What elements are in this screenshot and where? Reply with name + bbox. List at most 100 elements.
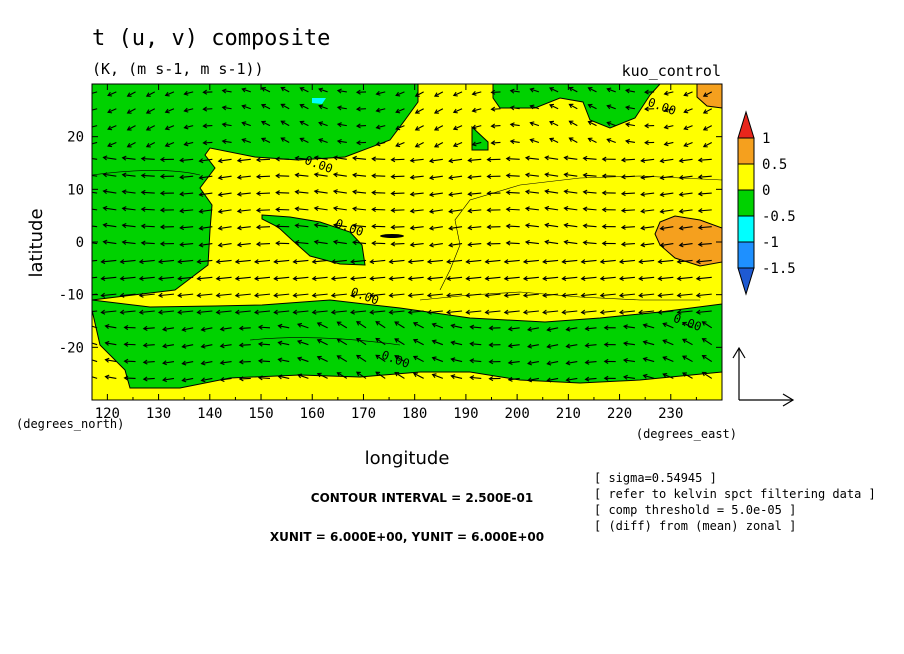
wind-arrow-head	[471, 90, 477, 96]
wind-arrow-shaft	[510, 123, 520, 127]
wind-arrow-head	[450, 357, 456, 363]
wind-arrow-shaft	[391, 175, 405, 178]
wind-arrow-head	[140, 206, 146, 212]
wind-arrow-shaft	[583, 241, 597, 245]
wind-arrow-head	[126, 126, 132, 131]
wind-arrow-head	[394, 338, 400, 343]
wind-arrow-shaft	[314, 156, 328, 160]
wind-arrow-shaft	[278, 341, 290, 346]
wind-arrow-head	[200, 326, 206, 332]
wind-arrow-shaft	[317, 322, 328, 329]
wind-arrow-shaft	[318, 88, 328, 93]
wind-arrow-head	[138, 292, 144, 298]
wind-arrow-shaft	[466, 293, 482, 297]
wind-arrow-shaft	[351, 259, 367, 263]
wind-arrow-head	[157, 259, 163, 265]
wind-arrow-shaft	[242, 105, 251, 110]
wind-arrow-head	[352, 223, 357, 229]
wind-arrow-shaft	[356, 354, 367, 363]
wind-arrow-head	[121, 189, 127, 195]
wind-arrow-head	[236, 208, 242, 214]
wind-arrow-head	[234, 309, 240, 315]
wind-arrow-head	[486, 207, 492, 213]
wind-arrow-shaft	[333, 241, 347, 245]
wind-arrow-shaft	[239, 344, 251, 346]
wind-arrow-shaft	[508, 344, 520, 347]
wind-arrow-head	[162, 360, 167, 366]
wind-arrow-shaft	[218, 175, 232, 179]
wind-arrow-head	[452, 108, 458, 114]
wind-arrow-shaft	[660, 226, 674, 230]
wind-arrow-shaft	[432, 323, 444, 329]
wind-arrow-head	[255, 207, 261, 213]
wind-arrow-shaft	[120, 293, 136, 297]
wind-arrow-head	[701, 354, 707, 360]
wind-arrow-shaft	[698, 192, 712, 195]
wind-arrow-head	[107, 91, 113, 97]
wind-arrow-head	[177, 275, 183, 281]
wind-arrow-shaft	[281, 120, 290, 127]
wind-arrow-head	[255, 174, 261, 180]
legend-swatch-top	[737, 110, 755, 139]
wind-arrow-shaft	[684, 125, 693, 130]
wind-arrow-shaft	[623, 342, 636, 346]
wind-arrow-head	[544, 205, 550, 211]
wind-arrow-shaft	[660, 192, 674, 196]
wind-arrow-head	[663, 90, 669, 96]
wind-arrow-shaft	[295, 174, 309, 177]
wind-arrow-head	[584, 342, 590, 348]
wind-arrow-shaft	[92, 310, 98, 313]
wind-arrow-shaft	[663, 373, 674, 379]
wind-arrow-shaft	[376, 108, 386, 112]
wind-arrow-shaft	[466, 259, 482, 263]
wind-arrow-head	[568, 137, 574, 142]
wind-arrow-head	[503, 259, 509, 265]
wind-arrow-head	[471, 141, 477, 147]
wind-arrow-head	[371, 240, 377, 246]
wind-arrow-head	[275, 240, 280, 246]
wind-arrow-head	[280, 86, 286, 92]
wind-arrow-head	[394, 321, 400, 326]
y-units-label: (degrees_north)	[16, 417, 124, 431]
x-tick-label: 170	[351, 406, 376, 422]
wind-arrow-shaft	[143, 344, 155, 347]
wind-arrow-head	[695, 292, 701, 298]
wind-arrow-head	[625, 138, 630, 144]
wind-arrow-shaft	[261, 137, 271, 143]
wind-arrow-shaft	[122, 241, 136, 245]
y-tick-label: 0	[76, 235, 84, 251]
wind-arrow-head	[196, 309, 202, 315]
wind-arrow-head	[529, 87, 535, 93]
wind-arrow-head	[509, 122, 515, 128]
wind-arrow-head	[260, 137, 266, 143]
wind-arrow-shaft	[122, 157, 136, 160]
wind-arrow-head	[563, 189, 569, 195]
wind-arrow-shaft	[107, 125, 117, 130]
wind-arrow-head	[697, 191, 703, 197]
wind-arrow-shaft	[314, 173, 328, 177]
wind-arrow-head	[275, 190, 280, 196]
wind-arrow-head	[375, 90, 381, 96]
wind-arrow-shaft	[220, 377, 232, 381]
wind-arrow-head	[622, 324, 628, 330]
wind-arrow-shaft	[103, 156, 117, 160]
wind-arrow-shaft	[600, 276, 616, 280]
wind-arrow-head	[544, 172, 550, 178]
wind-arrow-head	[313, 189, 319, 195]
wind-arrow-shaft	[410, 209, 424, 212]
wind-arrow-head	[433, 142, 439, 148]
wind-arrow-shaft	[297, 357, 309, 363]
wind-arrow-shaft	[485, 310, 501, 314]
wind-arrow-shaft	[472, 91, 482, 95]
wind-arrow-shaft	[562, 259, 578, 263]
wind-arrow-head	[582, 189, 588, 195]
wind-arrow-head	[87, 357, 91, 361]
wind-arrow-shaft	[199, 209, 213, 213]
wind-arrow-head	[311, 309, 317, 315]
wind-arrow-shaft	[370, 293, 386, 297]
wind-arrow-head	[524, 189, 530, 195]
wind-arrow-head	[448, 225, 454, 231]
wind-arrow-head	[469, 375, 475, 381]
wind-arrow-shaft	[218, 243, 232, 247]
wind-arrow-shaft	[256, 226, 271, 228]
